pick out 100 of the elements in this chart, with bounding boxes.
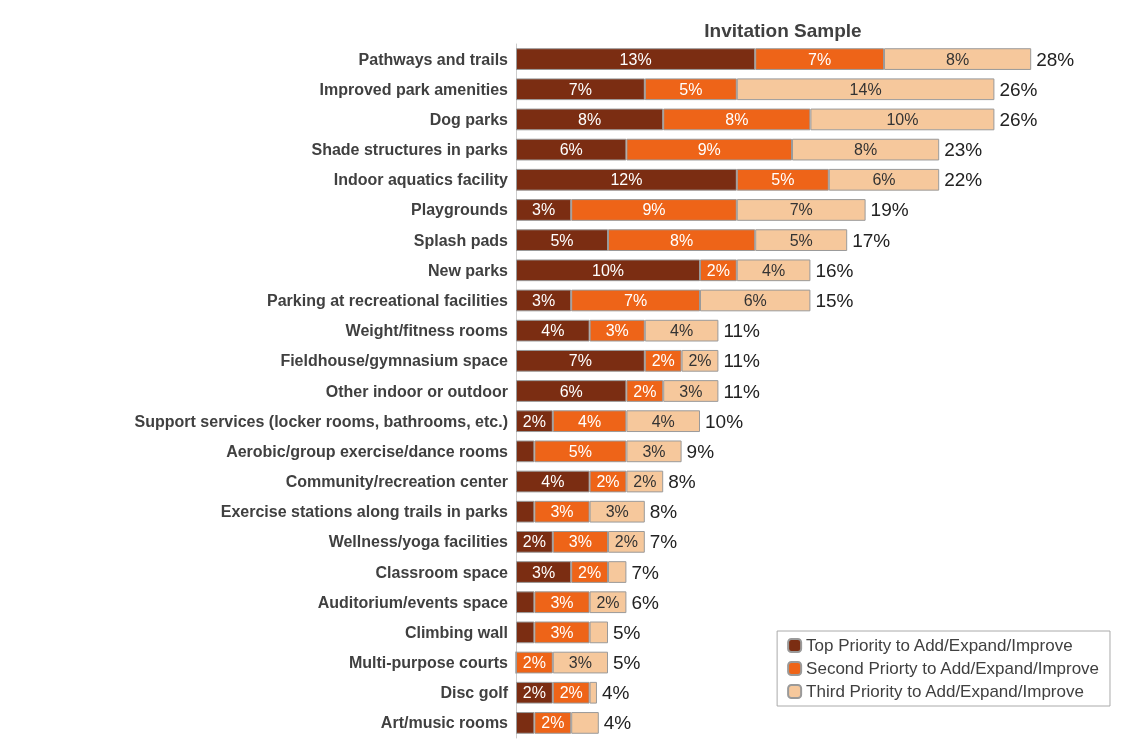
y-tick-label: Fieldhouse/gymnasium space bbox=[280, 352, 509, 370]
y-tick-label: Pathways and trails bbox=[358, 50, 509, 68]
total-label: 22% bbox=[944, 169, 983, 191]
data-label: 5% bbox=[568, 442, 592, 460]
total-label: 4% bbox=[601, 682, 630, 704]
data-label: 4% bbox=[651, 412, 675, 430]
data-label: 7% bbox=[624, 291, 648, 309]
total-label: 6% bbox=[631, 591, 659, 613]
data-label: 7% bbox=[789, 201, 813, 219]
legend-label: Second Priorty to Add/Expand/Improve bbox=[806, 659, 1100, 678]
y-tick-label: Multi-purpose courts bbox=[348, 654, 509, 672]
total-label: 7% bbox=[649, 531, 678, 553]
data-label: 7% bbox=[568, 80, 592, 98]
data-label: 3% bbox=[550, 623, 574, 641]
data-label: 2% bbox=[541, 714, 565, 732]
data-label: 3% bbox=[642, 442, 666, 460]
data-label: 2% bbox=[522, 533, 546, 551]
y-tick-label: Art/music rooms bbox=[380, 714, 509, 732]
total-label: 11% bbox=[723, 350, 761, 372]
data-label: 9% bbox=[642, 201, 666, 219]
data-label: 8% bbox=[670, 231, 694, 249]
data-label: 3% bbox=[532, 201, 556, 219]
legend-label: Top Priority to Add/Expand/Improve bbox=[806, 636, 1073, 655]
total-label: 7% bbox=[631, 561, 659, 583]
y-tick-label: Classroom space bbox=[375, 563, 509, 581]
data-label: 2% bbox=[522, 654, 546, 672]
total-label: 11% bbox=[723, 320, 761, 342]
data-label: 2% bbox=[596, 473, 620, 491]
chart-title: Invitation Sample bbox=[704, 20, 862, 41]
y-tick-label: Playgrounds bbox=[411, 201, 509, 219]
legend-label: Third Priority to Add/Expand/Improve bbox=[806, 682, 1084, 701]
data-label: 2% bbox=[522, 412, 546, 430]
data-label: 2% bbox=[633, 473, 657, 491]
data-label: 5% bbox=[771, 171, 795, 189]
y-tick-label: Wellness/yoga facilities bbox=[328, 533, 509, 551]
y-tick-label: Parking at recreational facilities bbox=[267, 291, 509, 309]
data-label: 2% bbox=[706, 261, 730, 279]
data-label: 3% bbox=[568, 654, 592, 672]
total-label: 4% bbox=[603, 712, 632, 734]
y-tick-label: Shade structures in parks bbox=[311, 141, 509, 159]
data-label: 5% bbox=[550, 231, 574, 249]
data-label: 13% bbox=[619, 50, 652, 68]
data-label: 8% bbox=[578, 110, 602, 128]
total-label: 8% bbox=[668, 471, 696, 493]
y-tick-label: Auditorium/events space bbox=[317, 593, 509, 611]
data-label: 3% bbox=[568, 533, 592, 551]
data-label: 2% bbox=[688, 352, 712, 370]
data-label: 2% bbox=[651, 352, 675, 370]
data-label: 2% bbox=[559, 684, 583, 702]
data-label: 4% bbox=[762, 261, 786, 279]
y-tick-label: Climbing wall bbox=[404, 623, 508, 641]
data-label: 2% bbox=[522, 684, 546, 702]
y-tick-label: Exercise stations along trails in parks bbox=[220, 503, 509, 521]
total-label: 9% bbox=[686, 440, 715, 462]
data-label: 5% bbox=[679, 80, 703, 98]
data-label: 2% bbox=[614, 533, 638, 551]
total-label: 26% bbox=[999, 78, 1038, 100]
data-label: 2% bbox=[596, 593, 620, 611]
data-label: 3% bbox=[605, 503, 629, 521]
total-label: 10% bbox=[705, 410, 744, 432]
data-label: 14% bbox=[849, 80, 882, 98]
y-tick-label: Support services (locker rooms, bathrooms, etc.) bbox=[134, 412, 508, 430]
data-label: 9% bbox=[697, 141, 721, 159]
data-label: 8% bbox=[854, 141, 878, 159]
y-tick-label: Indoor aquatics facility bbox=[333, 171, 509, 189]
data-label: 5% bbox=[789, 231, 813, 249]
data-label: 6% bbox=[559, 382, 583, 400]
data-label: 2% bbox=[578, 563, 602, 581]
data-label: 2% bbox=[633, 382, 657, 400]
data-label: 3% bbox=[605, 322, 629, 340]
data-label: 3% bbox=[550, 503, 574, 521]
data-label: 10% bbox=[886, 110, 919, 128]
total-label: 16% bbox=[815, 259, 854, 281]
total-label: 11% bbox=[723, 380, 761, 402]
y-tick-label: Improved park amenities bbox=[319, 80, 509, 98]
data-label: 4% bbox=[578, 412, 602, 430]
y-tick-label: Splash pads bbox=[413, 231, 509, 249]
total-label: 17% bbox=[852, 229, 891, 251]
data-label: 12% bbox=[610, 171, 643, 189]
data-label: 8% bbox=[725, 110, 749, 128]
total-label: 26% bbox=[999, 108, 1038, 130]
data-label: 6% bbox=[743, 291, 767, 309]
data-label: 8% bbox=[946, 50, 970, 68]
data-label: 4% bbox=[670, 322, 694, 340]
y-tick-label: Dog parks bbox=[429, 110, 509, 128]
total-label: 28% bbox=[1036, 48, 1075, 70]
data-label: 3% bbox=[679, 382, 703, 400]
data-label: 3% bbox=[532, 291, 556, 309]
data-label: 3% bbox=[532, 563, 556, 581]
data-label: 6% bbox=[559, 141, 583, 159]
data-label: 4% bbox=[541, 473, 565, 491]
data-label: 10% bbox=[591, 261, 625, 279]
total-label: 23% bbox=[944, 139, 983, 161]
total-label: 5% bbox=[613, 652, 641, 674]
y-tick-label: Aerobic/group exercise/dance rooms bbox=[226, 442, 509, 460]
total-label: 5% bbox=[613, 621, 641, 643]
y-tick-label: Weight/fitness rooms bbox=[345, 322, 509, 340]
total-label: 19% bbox=[870, 199, 909, 221]
data-label: 3% bbox=[550, 593, 574, 611]
data-label: 4% bbox=[541, 322, 565, 340]
